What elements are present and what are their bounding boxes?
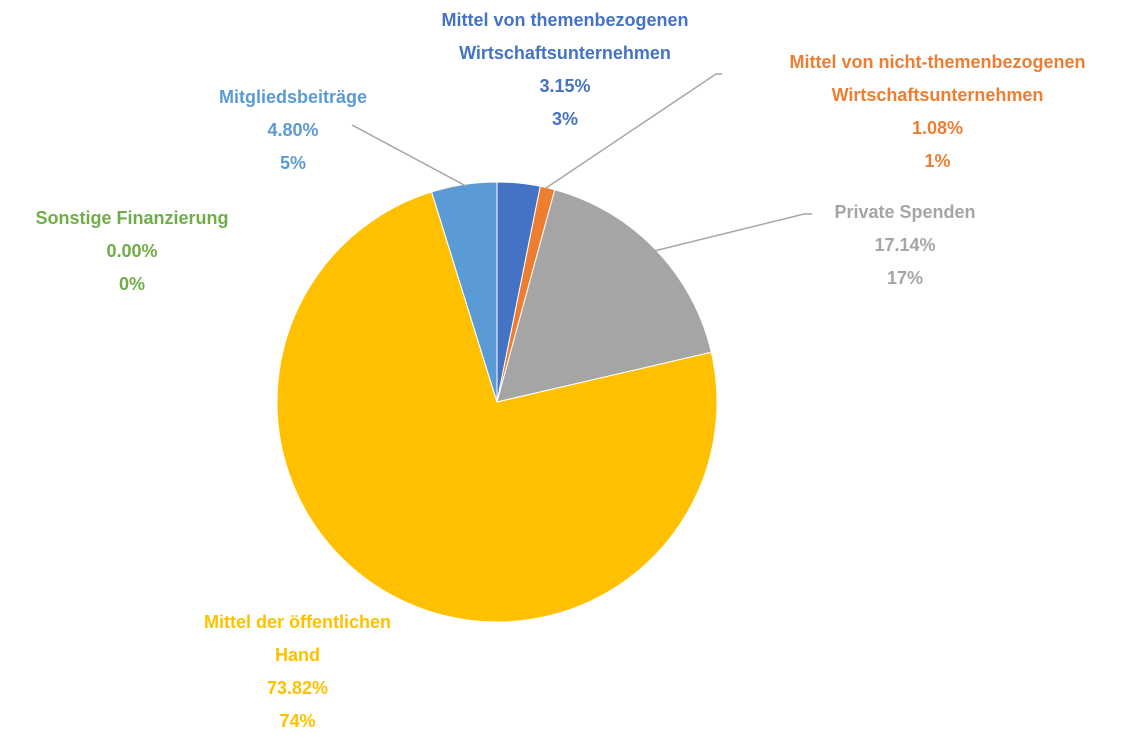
value-label: 0% [118, 274, 145, 294]
leader-lines [351, 73, 812, 252]
slices [276, 181, 718, 623]
category-label: Private Spenden [834, 202, 976, 222]
value-label: 73.82% [266, 678, 329, 698]
category-label: Mitgliedsbeiträge [218, 87, 368, 107]
value-label: 1.08% [911, 118, 964, 138]
value-label: 5% [279, 153, 306, 173]
value-label: 17.14% [874, 235, 936, 255]
value-label: 74% [279, 711, 316, 731]
leader-line [653, 213, 812, 252]
value-label: 4.80% [267, 120, 319, 140]
value-label: 1% [924, 151, 951, 171]
category-label: Mittel von nicht-themenbezogenen Wirtsch… [789, 52, 1086, 105]
category-label: Sonstige Finanzierung [35, 208, 229, 228]
leader-line [351, 124, 467, 187]
category-label: Mittel von themenbezogenen Wirtschaftsun… [441, 10, 689, 63]
data-label: Mittel von nicht-themenbezogenen Wirtsch… [725, 46, 1138, 178]
data-label: Mittel von themenbezogenen Wirtschaftsun… [420, 4, 710, 136]
category-label: Mittel der öffentlichen Hand [203, 612, 391, 665]
value-label: 17% [886, 268, 924, 288]
value-label: 3.15% [539, 76, 591, 96]
data-label: Private Spenden 17.14% 17% [790, 196, 1020, 295]
value-label: 0.00% [106, 241, 158, 261]
pie-slice [276, 191, 718, 623]
value-label: 3% [551, 109, 578, 129]
data-label: Sonstige Finanzierung 0.00% 0% [0, 202, 264, 301]
leader-line [545, 73, 722, 189]
data-label: Mitgliedsbeiträge 4.80% 5% [170, 81, 416, 180]
data-label: Mittel der öffentlichen Hand 73.82% 74% [180, 606, 415, 738]
pie-slice [496, 189, 712, 403]
